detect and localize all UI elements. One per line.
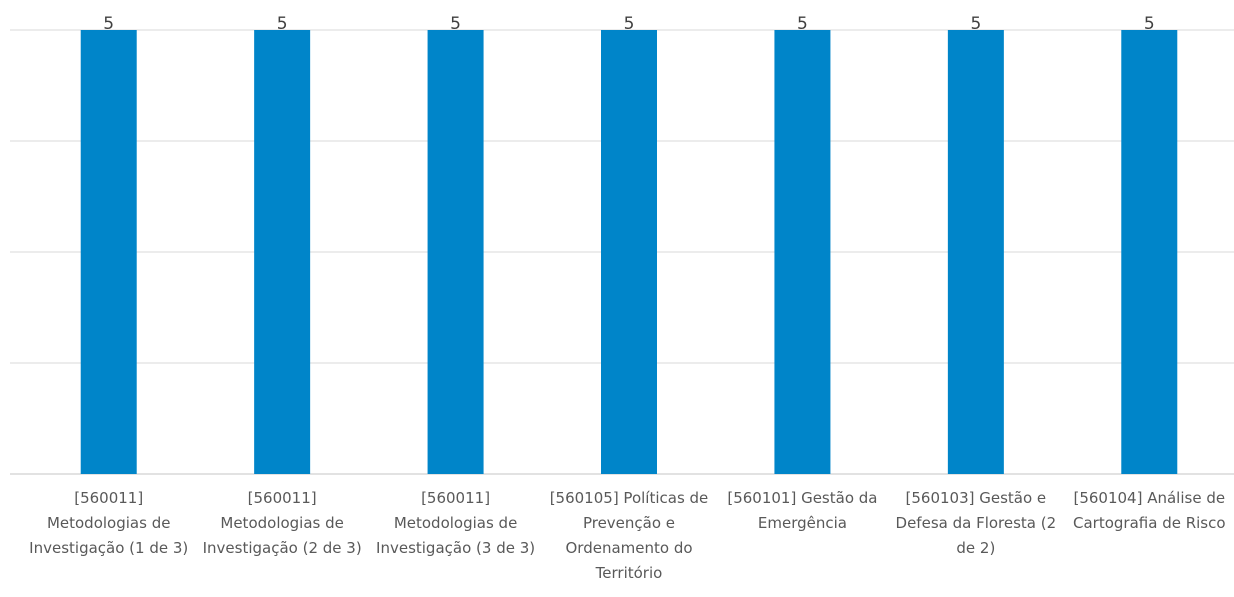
x-tick-label-line: Investigação (1 de 3) xyxy=(29,539,188,557)
x-tick-label-line: Defesa da Floresta (2 xyxy=(896,514,1057,532)
data-label: 5 xyxy=(277,14,288,34)
bar xyxy=(601,30,657,474)
x-tick-label-line: [560104] Análise de xyxy=(1073,489,1225,507)
data-label: 5 xyxy=(624,14,635,34)
bar xyxy=(947,30,1004,474)
x-tick-label-line: Investigação (2 de 3) xyxy=(203,539,362,557)
bars xyxy=(80,30,1178,474)
x-tick-label-line: [560105] Políticas de xyxy=(550,489,709,507)
x-tick-label-line: [560101] Gestão da xyxy=(727,489,877,507)
x-tick-label-line: Território xyxy=(595,564,663,582)
data-label: 5 xyxy=(1144,14,1155,34)
data-label: 5 xyxy=(103,14,114,34)
x-tick-label-line: Prevenção e xyxy=(583,514,675,532)
x-tick-label-line: Cartografia de Risco xyxy=(1073,514,1226,532)
x-tick-label: [560011] Metodologias de Investigação (3 d… xyxy=(376,489,535,557)
x-tick-label-line: [560011] xyxy=(74,489,143,507)
x-tick-label-line: de 2) xyxy=(956,539,995,557)
bar xyxy=(1121,30,1178,474)
x-tick-label-line: [560011] xyxy=(421,489,490,507)
x-tick-label-line: Metodologias de xyxy=(220,514,344,532)
bar xyxy=(427,30,484,474)
x-tick-label-line: [560103] Gestão e xyxy=(906,489,1047,507)
x-tick-label: [560011] Metodologias de Investigação (1 d… xyxy=(29,489,188,557)
bar xyxy=(254,30,311,474)
data-label: 5 xyxy=(450,14,461,34)
bar xyxy=(774,30,831,474)
x-tick-label-line: Ordenamento do xyxy=(565,539,692,557)
x-tick-label-line: Investigação (3 de 3) xyxy=(376,539,535,557)
data-label: 5 xyxy=(970,14,981,34)
x-tick-label-line: [560011] xyxy=(248,489,317,507)
x-tick-label: [560105] Políticas de Prevenção e Ordename… xyxy=(550,489,709,582)
x-tick-label: [560011] Metodologias de Investigação (2 d… xyxy=(203,489,362,557)
data-labels: 5 5 5 5 5 5 5 xyxy=(103,14,1154,34)
data-label: 5 xyxy=(797,14,808,34)
x-tick-label: [560101] Gestão da Emergência xyxy=(727,489,877,532)
bar xyxy=(80,30,137,474)
x-tick-label-line: Emergência xyxy=(758,514,847,532)
x-tick-label: [560104] Análise de Cartografia de Risco xyxy=(1073,489,1226,532)
x-tick-label: [560103] Gestão e Defesa da Floresta (2 de… xyxy=(896,489,1057,557)
x-axis-tick-labels: [560011] Metodologias de Investigação (1 d… xyxy=(29,489,1225,582)
x-tick-label-line: Metodologias de xyxy=(394,514,518,532)
x-tick-label-line: Metodologias de xyxy=(47,514,171,532)
